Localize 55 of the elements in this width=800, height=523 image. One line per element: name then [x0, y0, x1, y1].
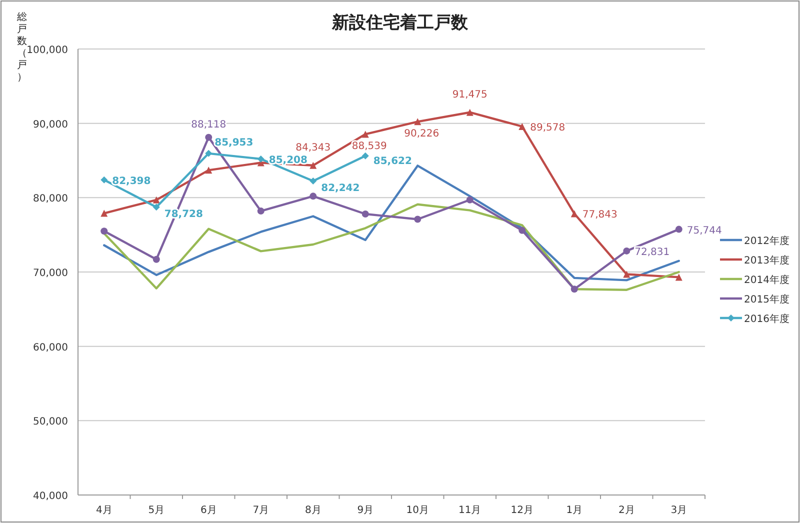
point: [518, 226, 526, 234]
point: [414, 216, 422, 223]
x-tick-label: 5月: [148, 505, 165, 516]
legend-label: 2013年度: [744, 254, 790, 266]
point: [152, 204, 160, 211]
y-tick-label: 60,000: [33, 342, 68, 354]
point: [570, 286, 578, 293]
x-tick-label: 8月: [304, 505, 322, 516]
point: [100, 228, 108, 235]
x-tick-label: 2月: [618, 505, 635, 516]
legend-label: 2014年度: [744, 274, 790, 286]
point: [257, 155, 264, 162]
point: [205, 134, 212, 141]
point: [205, 150, 212, 157]
y-axis-title: 総戸数（戸）: [16, 11, 27, 83]
point: [310, 178, 317, 184]
x-tick-label: 7月: [252, 505, 270, 516]
point: [466, 196, 474, 204]
point: [623, 270, 630, 278]
legend-label: 2012年度: [744, 235, 790, 247]
point: [257, 208, 264, 215]
point: [623, 247, 630, 254]
legend-label: 2015年度: [744, 294, 790, 306]
y-tick-label: 100,000: [26, 45, 68, 56]
x-tick-label: 4月: [96, 505, 112, 516]
point: [362, 130, 369, 138]
point: [675, 274, 682, 281]
x-tick-label: 11月: [458, 505, 482, 516]
point: [675, 226, 682, 233]
x-tick-label: 12月: [510, 505, 534, 516]
point: [152, 256, 160, 263]
y-tick-label: 70,000: [33, 268, 68, 279]
y-tick-label: 90,000: [33, 119, 68, 130]
x-tick-label: 1月: [566, 505, 583, 516]
point: [362, 152, 369, 160]
x-tick-label: 3月: [670, 505, 688, 516]
y-tick-label: 50,000: [33, 416, 68, 428]
point: [518, 122, 526, 130]
point: [205, 166, 212, 174]
point: [100, 210, 108, 217]
x-tick-label: 10月: [406, 505, 429, 516]
point: [466, 108, 474, 116]
x-tick-label: 9月: [357, 505, 374, 516]
y-tick-label: 40,000: [33, 491, 68, 502]
y-tick-label: 80,000: [33, 194, 68, 205]
point: [100, 176, 108, 184]
point: [570, 210, 578, 218]
x-tick-label: 6月: [200, 505, 217, 516]
point: [362, 210, 369, 218]
point: [414, 118, 422, 126]
legend-label: 2016年度: [744, 313, 790, 325]
point: [310, 162, 317, 169]
point: [152, 196, 160, 204]
chart-title: 新設住宅着工戸数: [331, 13, 469, 33]
point: [310, 192, 317, 200]
